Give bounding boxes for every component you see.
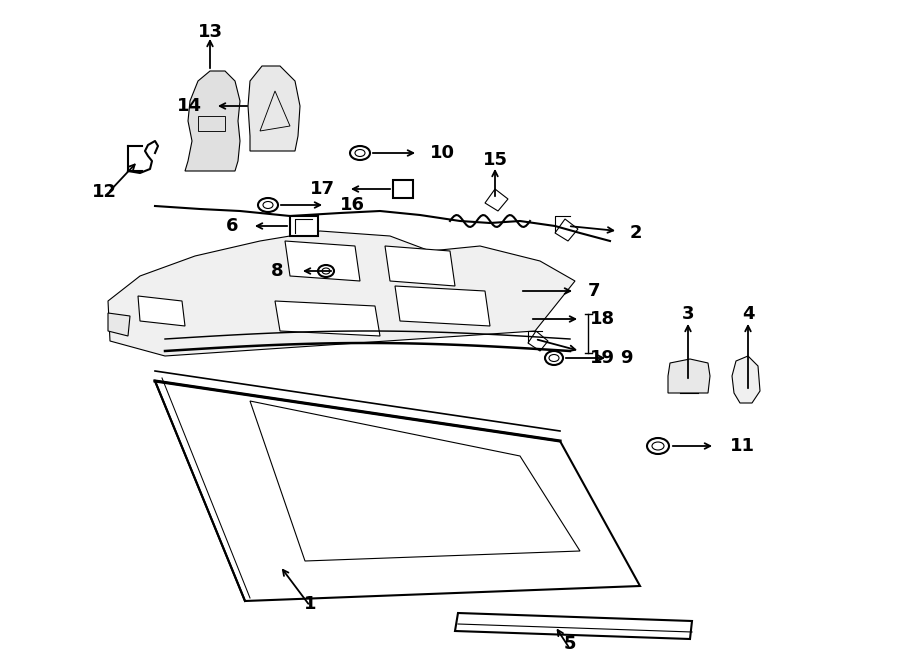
Text: 5: 5 (563, 635, 576, 653)
Ellipse shape (545, 351, 563, 365)
Text: 8: 8 (272, 262, 284, 280)
Polygon shape (485, 189, 508, 211)
Ellipse shape (647, 438, 669, 454)
Polygon shape (108, 313, 130, 336)
Polygon shape (108, 231, 575, 356)
Text: 17: 17 (310, 180, 335, 198)
Text: 2: 2 (630, 224, 643, 242)
Polygon shape (248, 66, 300, 151)
FancyBboxPatch shape (290, 216, 318, 236)
Text: 15: 15 (482, 151, 508, 169)
Text: 18: 18 (590, 310, 615, 328)
Text: 10: 10 (430, 144, 455, 162)
Polygon shape (528, 331, 548, 351)
Polygon shape (732, 356, 760, 403)
Ellipse shape (350, 146, 370, 160)
Text: 7: 7 (588, 282, 600, 300)
Text: 6: 6 (226, 217, 238, 235)
Polygon shape (185, 71, 240, 171)
Text: 9: 9 (620, 349, 633, 367)
Text: 11: 11 (730, 437, 755, 455)
Text: 16: 16 (340, 196, 365, 214)
Ellipse shape (318, 265, 334, 277)
Text: 3: 3 (682, 305, 694, 323)
Polygon shape (285, 241, 360, 281)
Text: 19: 19 (590, 349, 615, 367)
Polygon shape (385, 246, 455, 286)
Polygon shape (138, 296, 185, 326)
Polygon shape (275, 301, 380, 336)
Text: 4: 4 (742, 305, 754, 323)
Text: 13: 13 (197, 23, 222, 41)
Text: 12: 12 (92, 183, 116, 201)
Text: 1: 1 (304, 595, 316, 613)
Polygon shape (395, 286, 490, 326)
Ellipse shape (258, 198, 278, 212)
FancyBboxPatch shape (393, 180, 413, 198)
Text: 14: 14 (177, 97, 202, 115)
Polygon shape (555, 219, 578, 241)
Polygon shape (668, 359, 710, 393)
